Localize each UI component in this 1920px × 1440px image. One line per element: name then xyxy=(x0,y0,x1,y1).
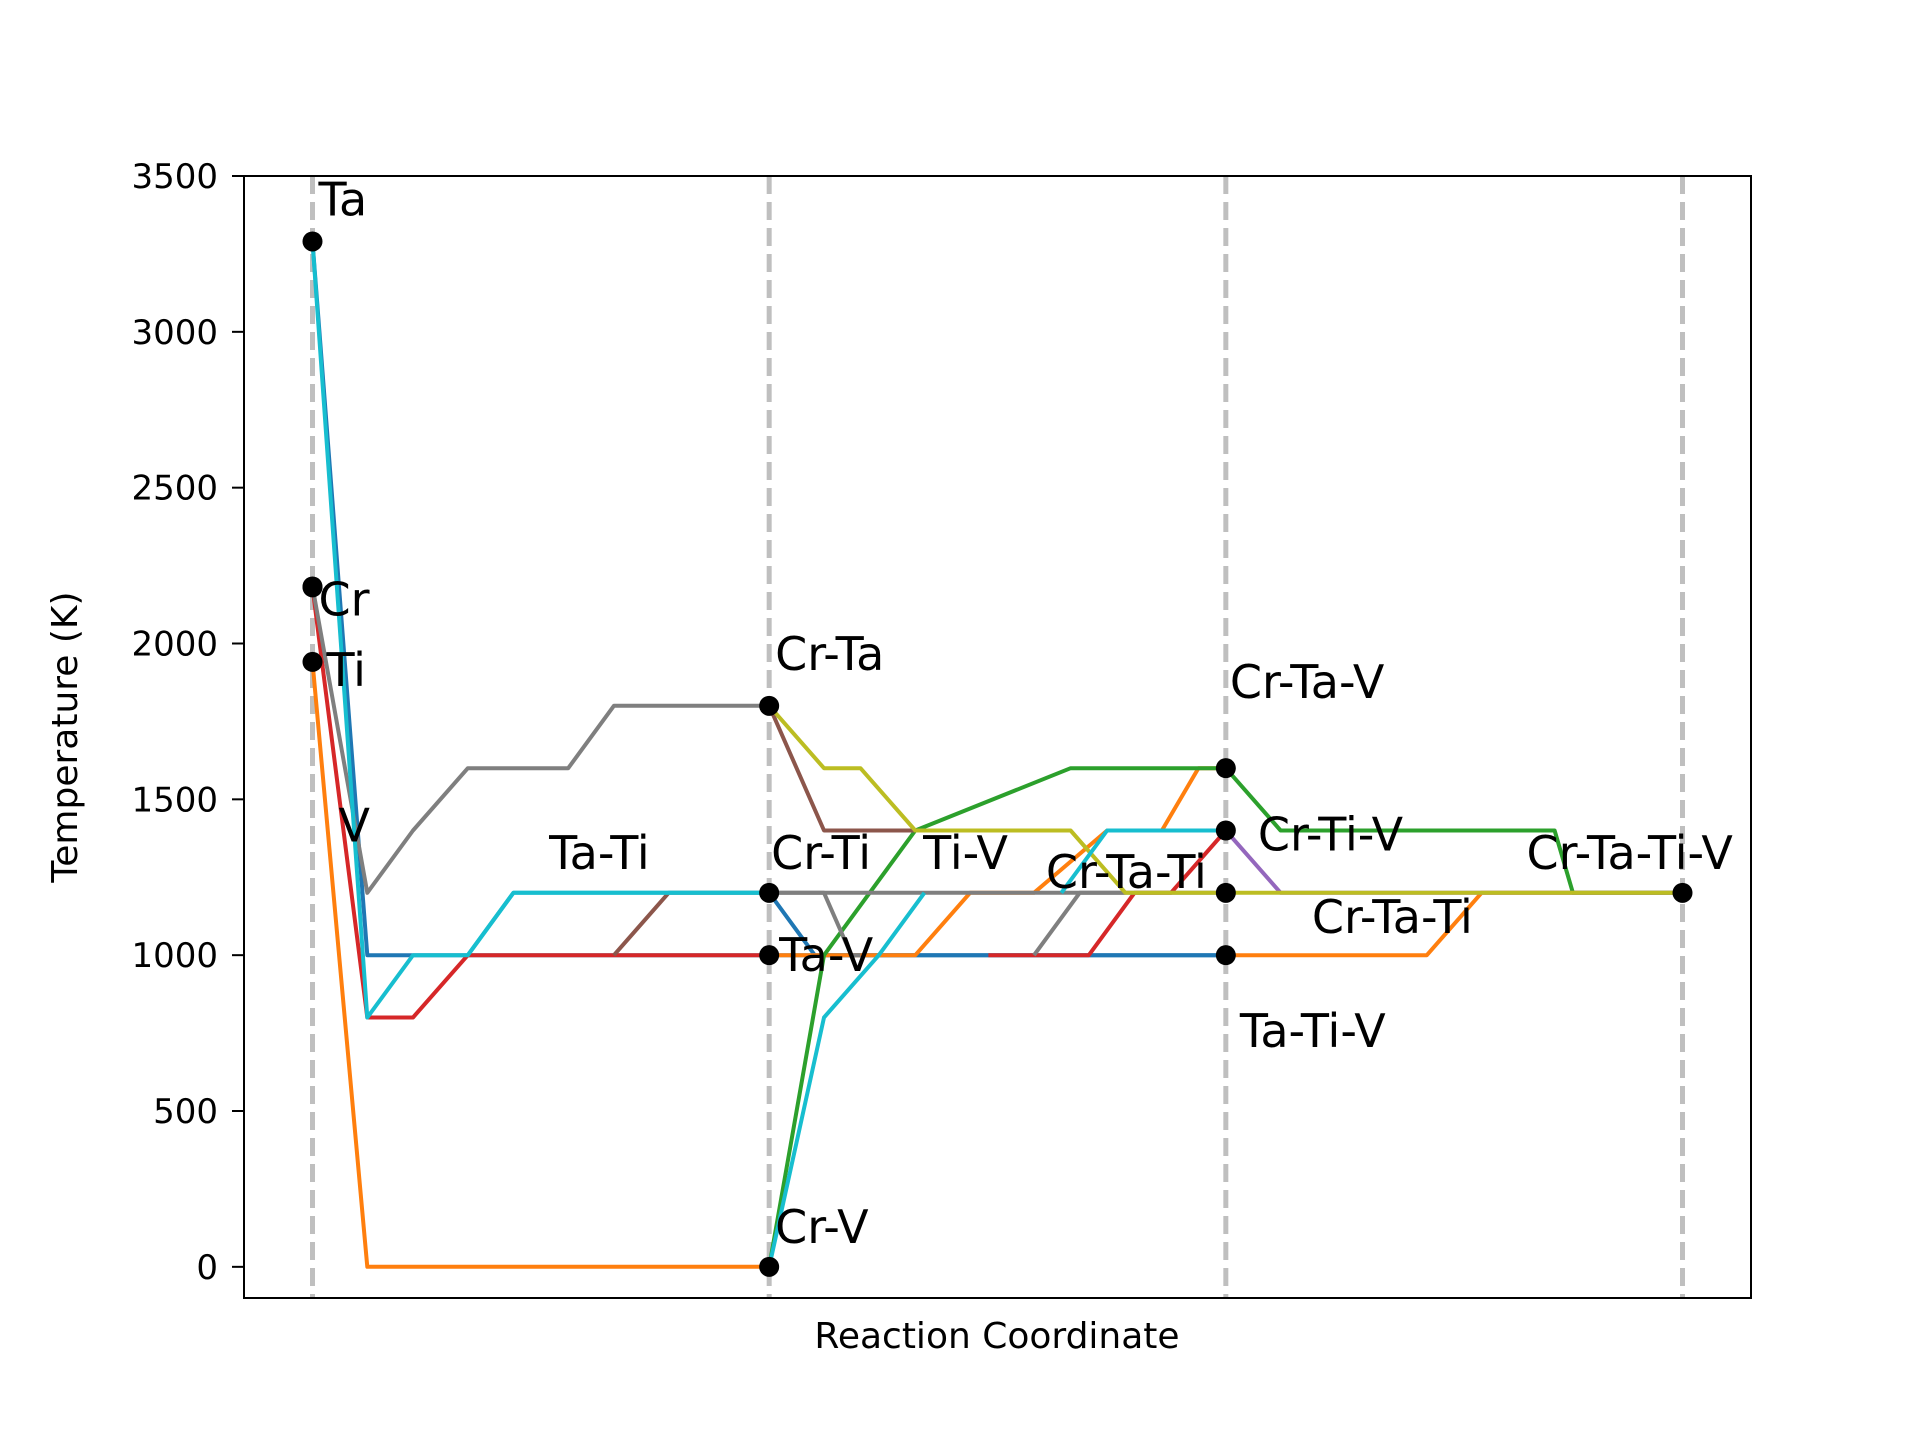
node-label-ta-ti: Ta-Ti xyxy=(548,826,650,880)
node-labels: Ta V Cr Ti Cr-Ta Ta-Ti Cr-Ti Ta-V Ti-V Cr-V Cr-Ta-… xyxy=(318,172,1734,1253)
series-lines xyxy=(310,241,1683,1269)
y-axis-title: Temperature (K) xyxy=(45,591,86,883)
y-tick-label-3500: 3500 xyxy=(131,157,218,197)
node-label-ta: Ta xyxy=(318,172,368,226)
node-label-cr: Cr xyxy=(319,572,370,626)
x-axis-title: Reaction Coordinate xyxy=(814,1316,1179,1357)
node-label-ti: Ti xyxy=(326,643,366,697)
node-point-2 xyxy=(302,577,323,598)
level-lines xyxy=(310,176,1685,1298)
node-label-cr-ti: Cr-Ti xyxy=(771,826,871,880)
node-point-11 xyxy=(1215,820,1236,841)
node-point-13 xyxy=(1215,945,1236,966)
node-label-cr-ta-ti-secondary: Cr-Ta-Ti xyxy=(1312,890,1473,944)
series-line-20 xyxy=(466,890,770,957)
node-label-cr-v: Cr-V xyxy=(775,1200,869,1254)
y-tick-label-500: 500 xyxy=(153,1092,218,1132)
node-label-ta-v: Ta-V xyxy=(778,928,874,982)
node-point-14 xyxy=(1672,882,1693,903)
node-label-cr-ta: Cr-Ta xyxy=(775,627,884,681)
node-point-12 xyxy=(1215,882,1236,903)
series-line-16 xyxy=(1032,890,1126,957)
series-line-17 xyxy=(767,704,1226,895)
node-point-0 xyxy=(302,231,323,252)
series-line-7 xyxy=(310,587,470,1020)
series-line-19 xyxy=(310,241,770,1020)
y-tick-label-2000: 2000 xyxy=(131,625,218,665)
node-label-cr-ta-ti: Cr-Ta-Ti xyxy=(1046,845,1207,899)
node-label-ti-v: Ti-V xyxy=(922,826,1008,880)
node-point-5 xyxy=(759,882,780,903)
y-tick-label-1000: 1000 xyxy=(131,936,218,976)
series-line-12 xyxy=(767,704,971,833)
series-line-21 xyxy=(767,891,927,1268)
series-line-13 xyxy=(310,586,770,895)
node-label-cr-ta-ti-v: Cr-Ta-Ti-V xyxy=(1527,826,1734,880)
y-tick-label-3000: 3000 xyxy=(131,313,218,353)
series-line-2 xyxy=(310,661,770,1269)
node-point-3 xyxy=(302,651,323,672)
node-point-4 xyxy=(759,695,780,716)
y-axis: 0 500 1000 1500 2000 2500 3000 3500 xyxy=(131,157,244,1288)
y-tick-label-2500: 2500 xyxy=(131,469,218,509)
node-label-v: V xyxy=(339,798,371,852)
node-label-cr-ta-v: Cr-Ta-V xyxy=(1230,655,1385,709)
node-label-cr-ti-v: Cr-Ti-V xyxy=(1258,808,1404,862)
series-line-22 xyxy=(1059,828,1217,894)
node-point-10 xyxy=(1215,758,1236,779)
node-points xyxy=(302,231,1693,1277)
y-tick-label-0: 0 xyxy=(196,1248,218,1288)
node-label-ta-ti-v: Ta-Ti-V xyxy=(1239,1004,1386,1058)
node-point-7 xyxy=(759,945,780,966)
plot-frame xyxy=(243,175,1752,1299)
y-tick-label-1500: 1500 xyxy=(131,780,218,820)
series-line-11 xyxy=(612,890,770,957)
node-point-9 xyxy=(759,1256,780,1277)
